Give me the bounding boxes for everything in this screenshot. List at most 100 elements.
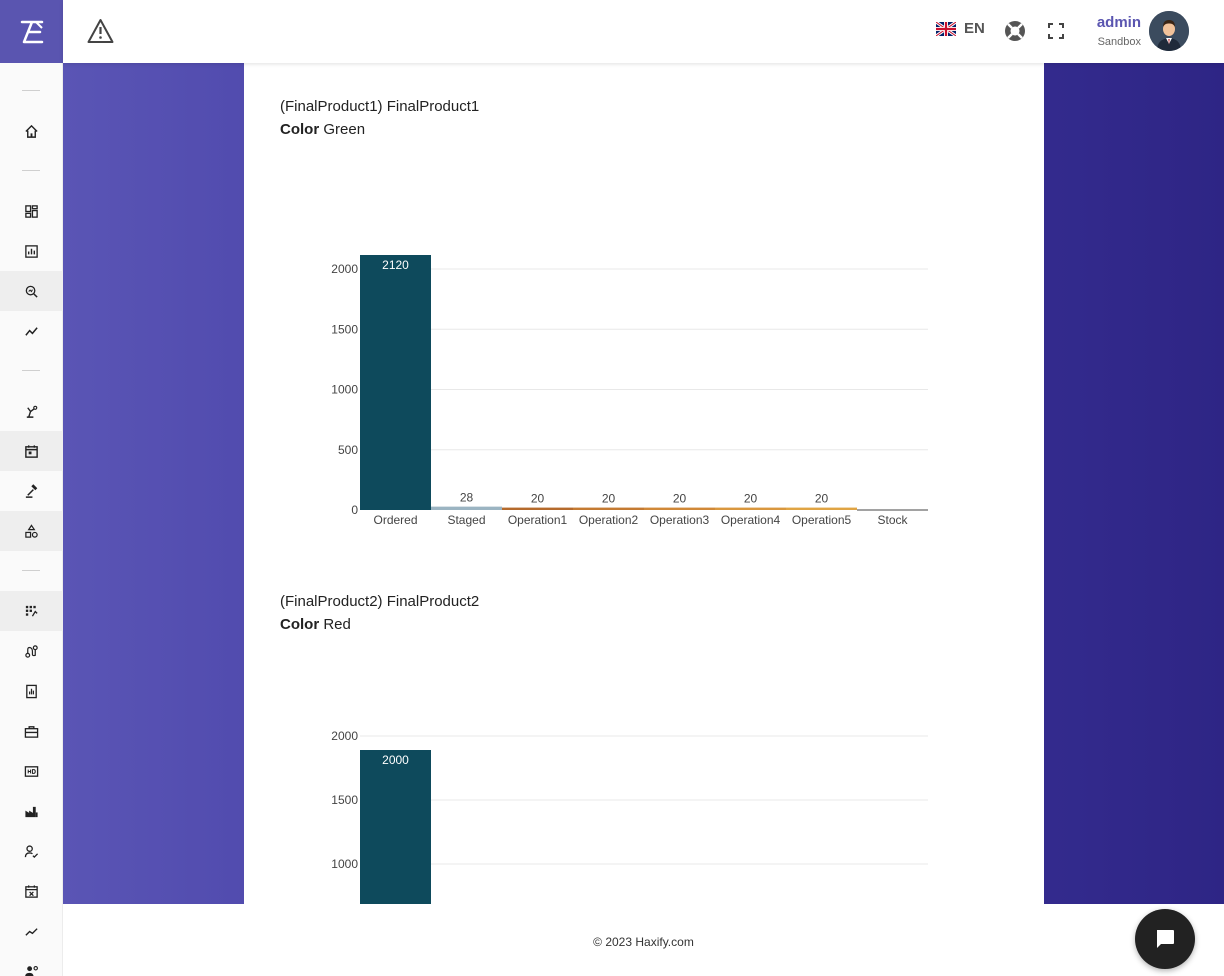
fullscreen-icon[interactable] [1048,23,1064,39]
sidebar-item-robots[interactable] [0,391,63,431]
user-name[interactable]: admin [1096,14,1141,31]
color-value: Red [323,616,351,633]
sidebar-item-schedule-cancel[interactable] [0,871,63,911]
y-tick-label: 1000 [331,857,358,871]
product-title: (FinalProduct1) FinalProduct1 [280,98,480,115]
x-tick-label: Operation1 [508,513,568,527]
bar [360,255,431,510]
report-icon [26,684,37,698]
footer: © 2023 Haxify.com [63,904,1224,976]
y-tick-label: 1000 [331,383,358,397]
x-tick-label: Operation4 [721,513,781,527]
sidebar-divider [22,90,40,91]
language-selector[interactable]: EN [936,20,985,37]
bar [786,507,857,510]
uk-flag-icon [936,21,956,36]
chat-button[interactable] [1135,909,1195,969]
sidebar-item-routes[interactable] [0,631,63,671]
y-tick-label: 2000 [331,729,358,743]
sidebar-item-calendar[interactable] [0,431,63,471]
chat-icon [1157,930,1174,948]
sidebar-item-keypad[interactable] [0,591,63,631]
bar [644,507,715,510]
avatar-image [1149,11,1189,51]
avatar[interactable] [1149,11,1189,51]
y-tick-label: 500 [338,443,358,457]
route-icon [25,644,38,658]
sidebar-divider [22,570,40,571]
hd-icon [24,765,39,777]
product-color: Color Green [280,121,365,138]
sidebar-item-reports[interactable] [0,231,63,271]
warning-icon[interactable] [87,18,114,44]
gavel-icon [25,483,38,498]
analytics-search-icon [25,285,38,298]
sidebar-item-analytics[interactable] [0,271,63,311]
color-value: Green [323,121,366,138]
data-label: 2120 [382,258,409,272]
calendar-x-icon [25,884,38,898]
bar [360,750,431,904]
sidebar-item-approvals[interactable] [0,831,63,871]
content-panel: (FinalProduct1) FinalProduct1 Color Gree… [244,63,1044,904]
sidebar-item-user-settings[interactable] [0,951,63,976]
x-tick-label: Operation3 [650,513,710,527]
shapes-icon [25,523,38,538]
user-role: Sandbox [1097,36,1141,48]
sidebar-divider [22,370,40,371]
data-label: 20 [602,492,616,506]
sidebar-item-performance[interactable] [0,911,63,951]
y-tick-label: 0 [351,503,358,517]
x-tick-label: Stock [877,513,908,527]
sidebar-item-shapes[interactable] [0,511,63,551]
data-label: 28 [460,491,474,505]
brand-logo-icon [20,20,43,43]
sidebar-item-auctions[interactable] [0,471,63,511]
data-label: 20 [673,492,687,506]
y-tick-label: 2000 [331,262,358,276]
x-tick-label: Operation5 [792,513,852,527]
trend-up-icon [25,927,38,936]
sidebar-item-toolbox[interactable] [0,711,63,751]
keypad-icon [25,605,38,617]
color-label: Color [280,616,320,633]
sidebar [0,63,63,976]
footer-copyright: © 2023 Haxify.com [593,935,694,949]
data-label: 20 [815,492,829,506]
color-label: Color [280,121,320,138]
data-label: 20 [531,492,545,506]
y-tick-label: 1500 [331,793,358,807]
sidebar-item-home[interactable] [0,111,63,151]
data-label: 2000 [382,753,409,767]
bar [573,507,644,510]
factory-icon [25,806,38,817]
user-settings-icon [24,965,38,976]
bar [431,506,502,510]
home-icon [25,124,38,138]
data-label: 20 [744,492,758,506]
x-tick-label: Operation2 [579,513,639,527]
sidebar-divider [22,170,40,171]
sidebar-item-dashboard[interactable] [0,191,63,231]
bar [502,507,573,510]
robot-arm-icon [26,405,38,418]
x-tick-label: Staged [447,513,485,527]
dashboard-icon [25,204,38,218]
sidebar-item-trends[interactable] [0,311,63,351]
top-header: EN admin Sandbox [63,0,1224,63]
sidebar-item-factory[interactable] [0,791,63,831]
user-check-icon [24,844,39,858]
brand-logo[interactable] [0,0,63,63]
product-chart: 0 500 1000 1500 2000 2120 Ordered 28 Staged 20 Ope… [331,255,928,527]
product-chart: 1000 1500 2000 2000 [331,729,928,904]
sidebar-item-report-doc[interactable] [0,671,63,711]
sidebar-item-hd[interactable] [0,751,63,791]
lifebuoy-icon[interactable] [1003,19,1027,43]
y-tick-label: 1500 [331,322,358,336]
toolbox-icon [24,725,39,738]
trend-line-icon [25,326,38,336]
product-color: Color Red [280,616,351,633]
x-tick-label: Ordered [373,513,417,527]
language-label: EN [964,20,985,37]
calendar-icon [25,444,38,458]
